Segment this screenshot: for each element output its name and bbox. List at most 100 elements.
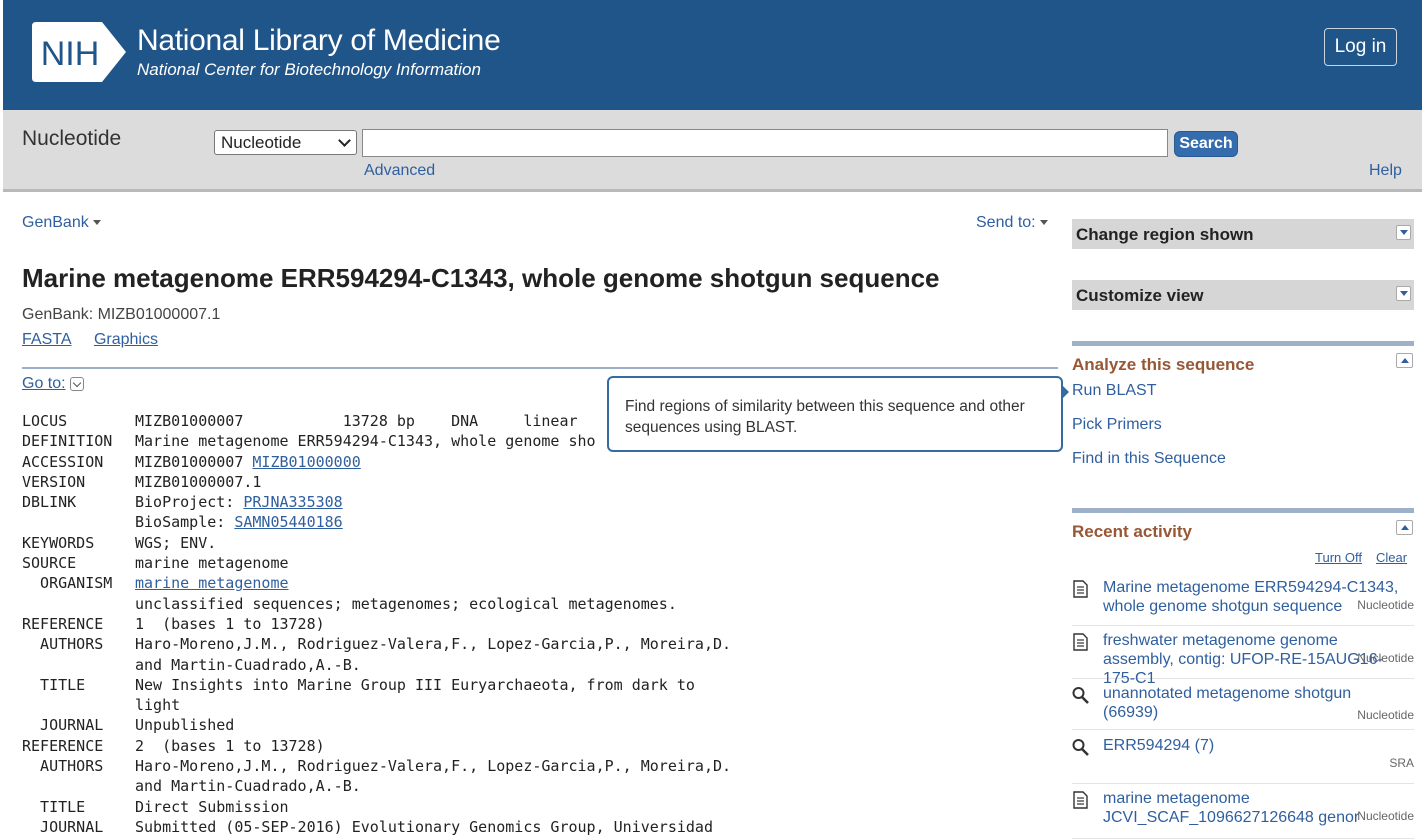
search-button[interactable]: Search [1174, 131, 1238, 157]
send-to-label: Send to: [976, 214, 1036, 231]
expand-icon[interactable] [1396, 225, 1411, 240]
flatfile-key: TITLE [22, 797, 86, 816]
flatfile-value: Haro-Moreno,J.M., Rodriguez-Valera,F., L… [135, 634, 731, 654]
section-divider [1072, 508, 1414, 513]
nlm-title[interactable]: National Library of Medicine [137, 24, 501, 57]
database-select[interactable]: Nucleotide [214, 130, 357, 155]
flatfile-value-text: and Martin-Cuadrado,A.-B. [135, 655, 361, 674]
recent-item[interactable]: Marine metagenome ERR594294-C1343, whole… [1072, 578, 1414, 626]
expand-icon[interactable] [1396, 286, 1411, 301]
fasta-link[interactable]: FASTA [22, 331, 72, 348]
section-divider [1072, 341, 1414, 346]
graphics-link[interactable]: Graphics [93, 331, 158, 348]
magnifier-icon [1072, 739, 1089, 756]
flatfile-value: and Martin-Cuadrado,A.-B. [135, 776, 361, 796]
caret-down-icon [1039, 220, 1048, 226]
recent-item[interactable]: ERR594294 (7) SRA [1072, 736, 1414, 784]
flatfile-value-text: Direct Submission [135, 797, 289, 816]
document-icon [1073, 791, 1088, 809]
flatfile-value: Haro-Moreno,J.M., Rodriguez-Valera,F., L… [135, 756, 731, 776]
send-to-dropdown[interactable]: Send to: [976, 214, 1048, 232]
blast-tooltip: Find regions of similarity between this … [607, 376, 1063, 452]
collapse-icon[interactable] [1396, 520, 1413, 535]
login-button[interactable]: Log in [1324, 28, 1397, 66]
flatfile-value: BioSample: SAMN05440186 [135, 512, 343, 532]
recent-item-label[interactable]: unannotated metagenome shotgun (66939) [1103, 685, 1352, 721]
recent-item[interactable]: marine metagenome JCVI_SCAF_109662712664… [1072, 789, 1414, 839]
recent-item-db: Nucleotide [1357, 809, 1414, 823]
flatfile-value: 2 (bases 1 to 13728) [135, 736, 325, 756]
recent-item-label[interactable]: freshwater metagenome genome assembly, c… [1103, 632, 1383, 687]
flatfile-key: DBLINK [22, 493, 77, 512]
customize-view-portlet[interactable]: Customize view [1072, 280, 1414, 310]
goto-link[interactable]: Go to: [22, 375, 66, 392]
flatfile-value-text: marine metagenome [135, 554, 289, 573]
flatfile-value: marine metagenome [135, 553, 289, 573]
recent-activity-title: Recent activity [1072, 522, 1192, 541]
page-title: Marine metagenome ERR594294-C1343, whole… [22, 263, 940, 293]
recent-item[interactable]: freshwater metagenome genome assembly, c… [1072, 631, 1414, 687]
flatfile-link[interactable]: SAMN05440186 [234, 513, 343, 532]
collapse-icon[interactable] [1396, 353, 1413, 368]
flatfile-value: Direct Submission [135, 797, 289, 817]
flatfile-value-text: Unpublished [135, 716, 235, 735]
flatfile-key: REFERENCE [22, 614, 104, 633]
flatfile-key: JOURNAL [22, 716, 104, 735]
format-label: GenBank [22, 214, 89, 231]
recent-item-label[interactable]: ERR594294 (7) [1103, 737, 1215, 754]
flatfile-value-text: MIZB01000007.1 [135, 472, 262, 491]
flatfile-value: Marine metagenome ERR594294-C1343, whole… [135, 431, 596, 451]
run-blast-link[interactable]: Run BLAST [1072, 382, 1157, 399]
flatfile-value: light [135, 695, 180, 715]
customize-view-label: Customize view [1076, 286, 1204, 305]
help-link[interactable]: Help [1369, 162, 1402, 179]
document-icon [1073, 633, 1088, 651]
flatfile-link[interactable]: MIZB01000000 [252, 452, 361, 471]
pick-primers-link[interactable]: Pick Primers [1072, 416, 1162, 433]
flatfile-value: WGS; ENV. [135, 533, 216, 553]
flatfile-link[interactable]: PRJNA335308 [243, 493, 343, 512]
flatfile-key: LOCUS [22, 412, 68, 430]
flatfile-value: unclassified sequences; metagenomes; eco… [135, 594, 677, 614]
nih-logo[interactable]: NIH [32, 22, 128, 82]
flatfile-key: DEFINITION [22, 432, 113, 451]
recent-item-db: Nucleotide [1357, 598, 1414, 612]
divider [22, 367, 1058, 369]
flatfile-value: BioProject: PRJNA335308 [135, 492, 343, 512]
format-links: FASTA Graphics [22, 331, 176, 349]
clear-link[interactable]: Clear [1376, 550, 1408, 565]
flatfile-link[interactable]: marine metagenome [135, 574, 289, 593]
advanced-search-link[interactable]: Advanced [364, 162, 436, 179]
find-in-sequence-link[interactable]: Find in this Sequence [1072, 450, 1226, 467]
change-region-portlet[interactable]: Change region shown [1072, 219, 1414, 249]
chevron-down-icon[interactable] [70, 377, 84, 391]
svg-text:NIH: NIH [41, 35, 100, 73]
analyze-title: Analyze this sequence [1072, 355, 1255, 374]
database-title: Nucleotide [22, 127, 122, 150]
flatfile-key: JOURNAL [22, 817, 104, 836]
recent-item-label[interactable]: marine metagenome JCVI_SCAF_109662712664… [1103, 790, 1360, 826]
flatfile-value-text: Haro-Moreno,J.M., Rodriguez-Valera,F., L… [135, 635, 732, 654]
recent-item-label[interactable]: Marine metagenome ERR594294-C1343, whole… [1103, 579, 1399, 615]
flatfile-value-text: New Insights into Marine Group III Eurya… [135, 675, 695, 694]
flatfile-value-text: Submitted (05-SEP-2016) Evolutionary Gen… [135, 817, 713, 836]
search-input[interactable] [362, 129, 1168, 157]
turn-off-link[interactable]: Turn Off [1315, 550, 1362, 565]
flatfile-value: MIZB01000007.1 [135, 472, 261, 492]
ncbi-subtitle[interactable]: National Center for Biotechnology Inform… [137, 60, 481, 79]
recent-item-db: Nucleotide [1357, 651, 1414, 665]
flatfile-value: and Martin-Cuadrado,A.-B. [135, 655, 361, 675]
flatfile-value-text: WGS; ENV. [135, 533, 217, 552]
format-dropdown[interactable]: GenBank [22, 214, 101, 232]
recent-item[interactable]: unannotated metagenome shotgun (66939) Nu… [1072, 684, 1414, 730]
flatfile-key: TITLE [22, 675, 86, 694]
flatfile-value-text: light [135, 696, 181, 715]
site-header: NIH National Library of Medicine Nationa… [3, 0, 1422, 110]
flatfile-value: Submitted (05-SEP-2016) Evolutionary Gen… [135, 817, 713, 837]
database-select-value: Nucleotide [221, 133, 302, 152]
flatfile-key: ACCESSION [22, 452, 104, 471]
flatfile-value: Unpublished [135, 715, 234, 735]
flatfile-key: AUTHORS [22, 635, 104, 654]
flatfile-value: marine metagenome [135, 573, 289, 593]
flatfile-value-text: BioProject: [135, 493, 244, 512]
